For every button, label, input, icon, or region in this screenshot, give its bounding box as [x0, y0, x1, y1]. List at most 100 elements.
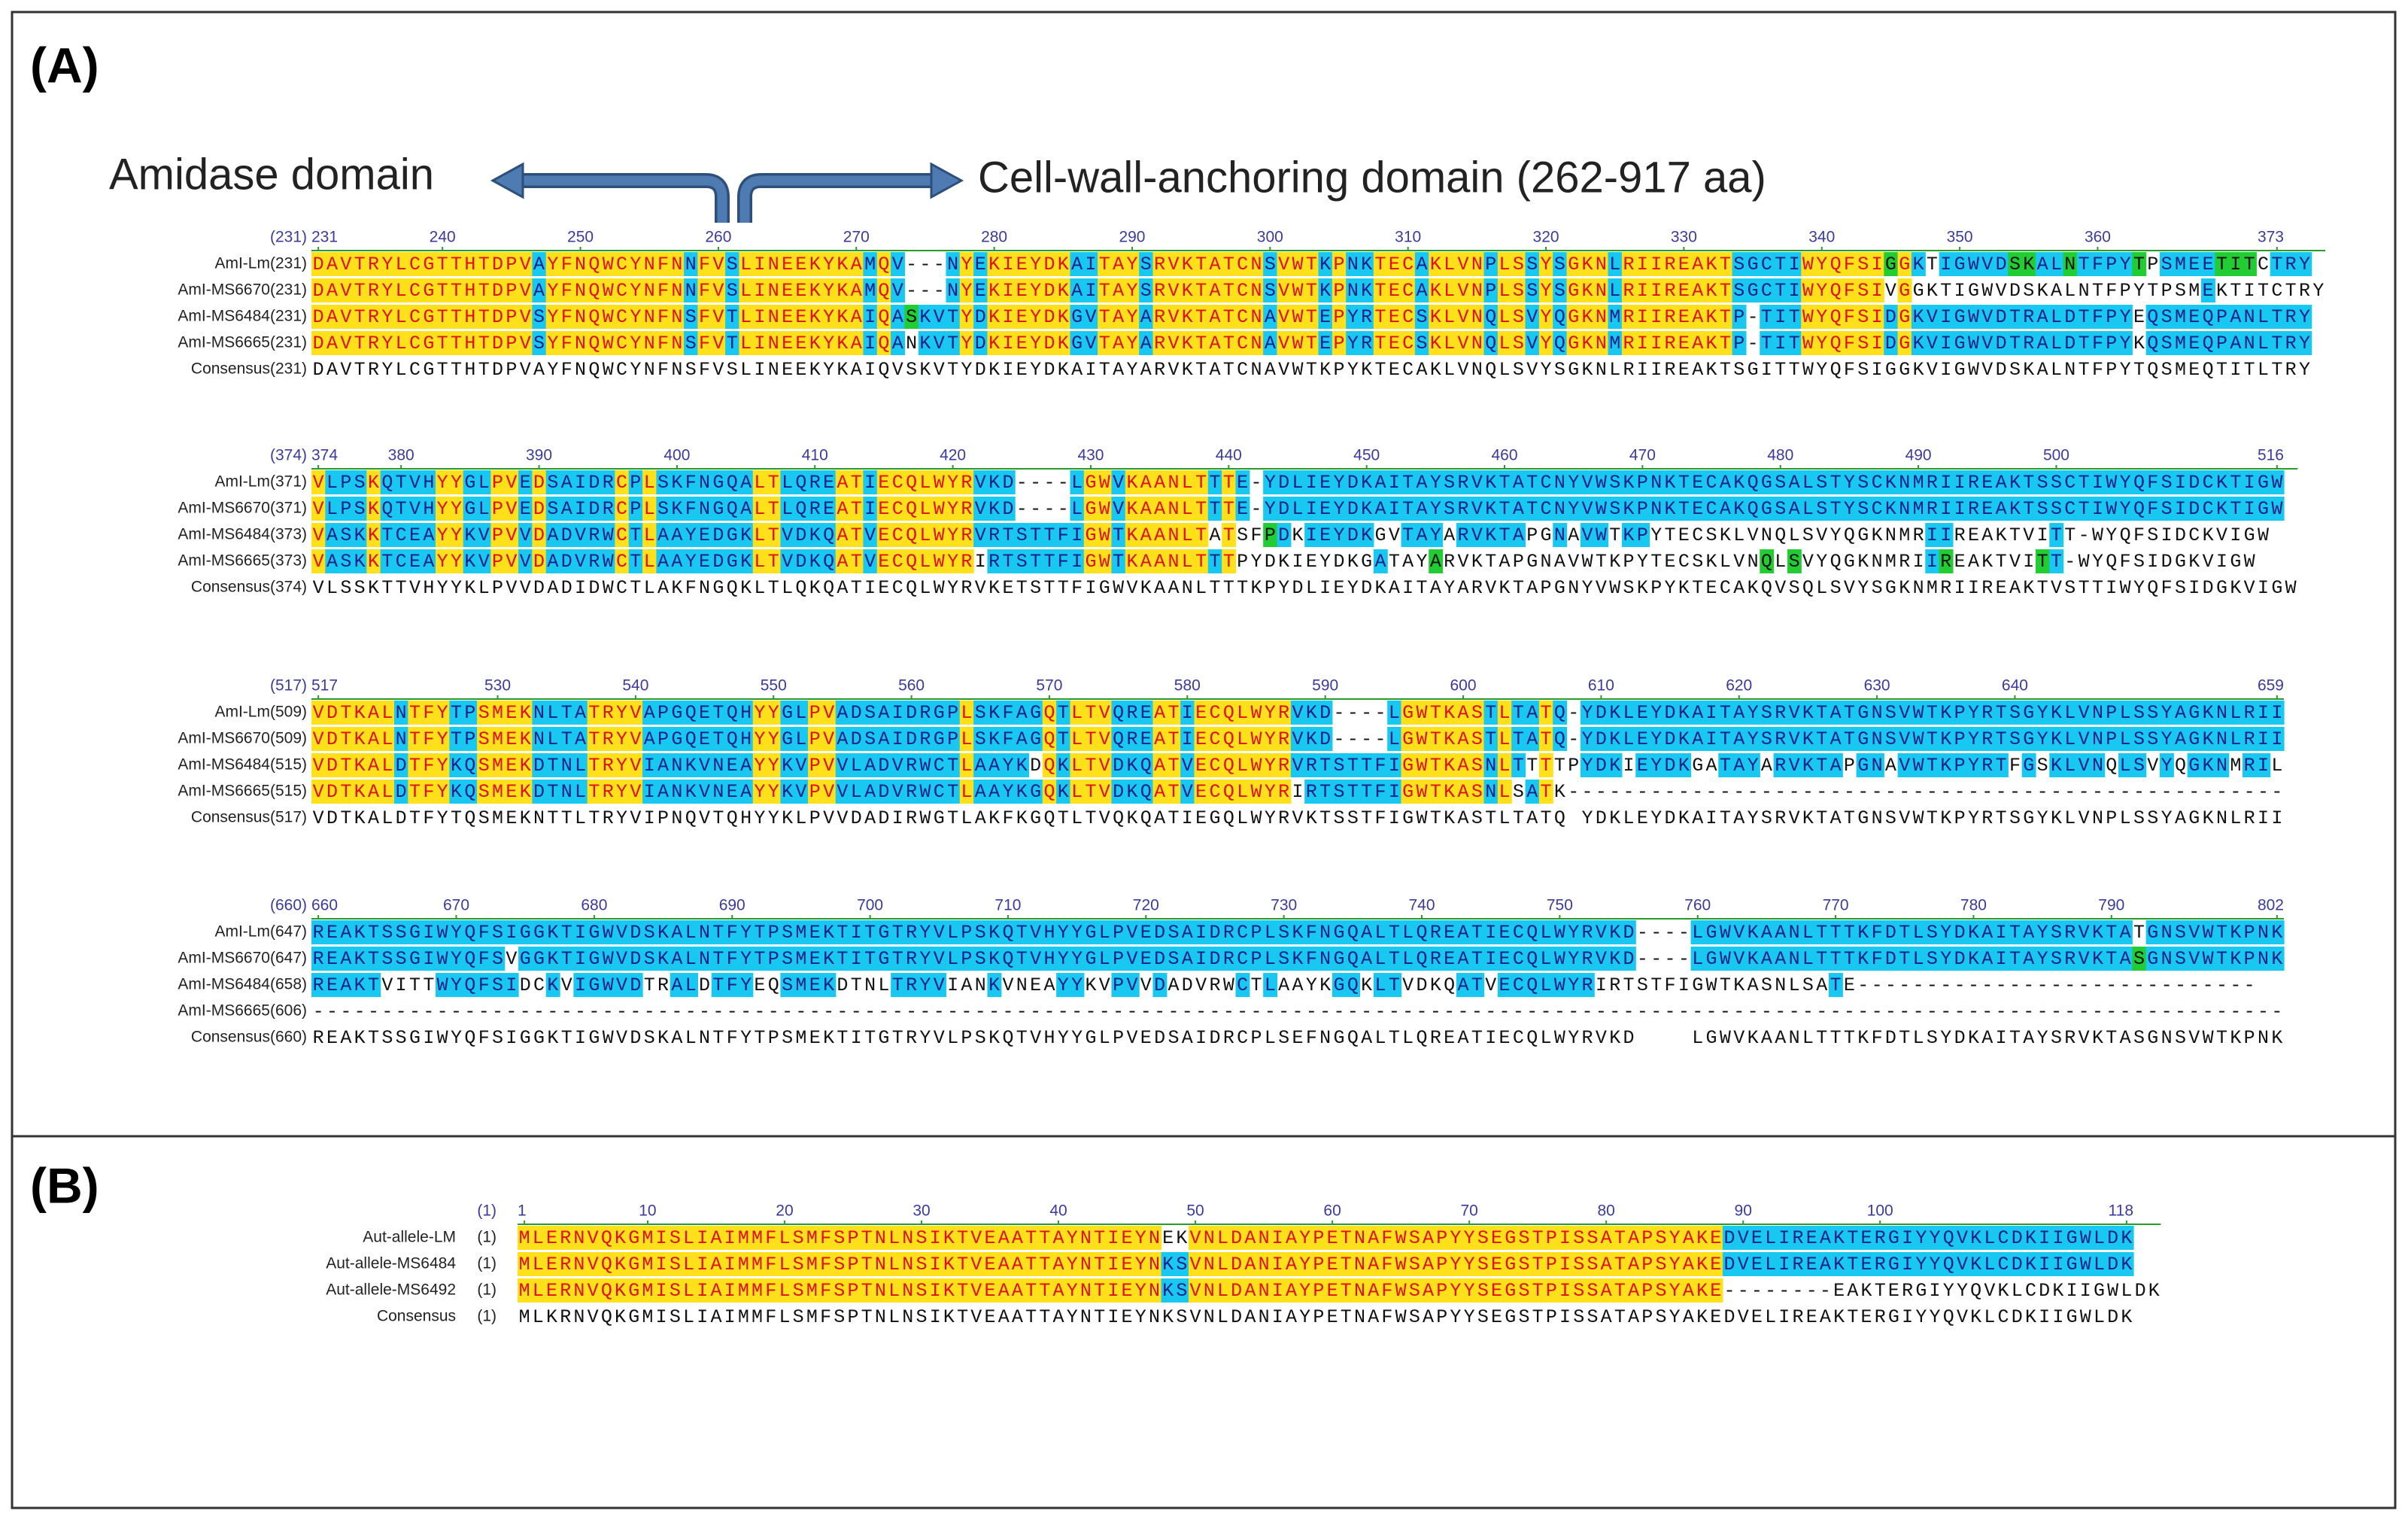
residue: N: [671, 333, 682, 354]
residue: D: [588, 577, 600, 599]
residue: F: [2009, 755, 2021, 777]
residue: I: [575, 498, 586, 520]
residue: N: [1872, 755, 1883, 777]
residue: D: [906, 728, 917, 750]
residue: W: [934, 577, 945, 599]
residue: V: [837, 807, 848, 829]
residue: K: [988, 974, 1000, 996]
residue: Q: [381, 498, 393, 520]
residue: W: [1099, 551, 1110, 573]
residue: C: [1237, 948, 1248, 970]
residue: R: [988, 551, 1000, 573]
residue: R: [1306, 781, 1317, 803]
residue: D: [906, 702, 917, 724]
residue: S: [2009, 359, 2021, 381]
residue: K: [685, 755, 697, 777]
residue: L: [575, 755, 586, 777]
residue: P: [1623, 551, 1635, 573]
residue: T: [1195, 472, 1207, 494]
residue: W: [919, 807, 931, 829]
residue: L: [1499, 280, 1511, 302]
residue: A: [561, 472, 572, 494]
residue: T: [354, 254, 366, 275]
residue: V: [506, 498, 517, 520]
residue: N: [1168, 498, 1179, 520]
residue: -: [547, 1001, 558, 1023]
residue: S: [727, 359, 738, 381]
sequence-name: Consensus(374): [191, 579, 307, 596]
residue: R: [1623, 254, 1635, 275]
residue: Y: [547, 254, 558, 275]
residue: S: [492, 922, 503, 944]
residue: D: [326, 807, 338, 829]
residue: S: [381, 1027, 393, 1049]
residue: T: [2230, 498, 2241, 520]
residue: G: [727, 551, 738, 573]
residue: T: [1650, 551, 1662, 573]
residue: W: [2271, 498, 2282, 520]
residue: D: [1292, 577, 1303, 599]
residue: A: [2051, 280, 2062, 302]
ruler-tick-label: 780: [1960, 897, 1987, 914]
residue: T: [1168, 781, 1179, 803]
residue: Y: [381, 306, 393, 328]
ruler-label: (517): [270, 677, 307, 695]
residue: Y: [1030, 333, 1041, 354]
ruler-tick-label: 1: [518, 1202, 527, 1220]
residue: Q: [1526, 948, 1538, 970]
residue: F: [1375, 755, 1386, 777]
residue: E: [1237, 472, 1248, 494]
residue: L: [1444, 359, 1455, 381]
residue: G: [1333, 974, 1344, 996]
residue: N: [671, 280, 682, 302]
residue: K: [1733, 472, 1745, 494]
residue: -: [892, 1001, 903, 1023]
residue: S: [1775, 498, 1786, 520]
residue: N: [671, 781, 682, 803]
residue: T: [768, 577, 779, 599]
residue: T: [1099, 359, 1110, 381]
residue: R: [2064, 1027, 2075, 1049]
residue: S: [533, 306, 545, 328]
residue: K: [988, 280, 1000, 302]
residue: Y: [2120, 254, 2131, 275]
residue: R: [1582, 922, 1593, 944]
residue: C: [1237, 280, 1248, 302]
residue: S: [2133, 948, 2145, 970]
residue: K: [1126, 807, 1137, 829]
residue: G: [782, 728, 793, 750]
residue: S: [657, 498, 669, 520]
residue: -: [1940, 974, 1951, 996]
residue: P: [1844, 755, 1855, 777]
residue: D: [878, 755, 889, 777]
residue: S: [1927, 1027, 1938, 1049]
residue: -: [1885, 781, 1896, 803]
residue: -: [423, 1001, 434, 1023]
residue: -: [464, 1001, 475, 1023]
residue: P: [2244, 948, 2255, 970]
residue: R: [2285, 333, 2297, 354]
residue: T: [478, 359, 490, 381]
residue: T: [1168, 702, 1179, 724]
residue: -: [1968, 974, 1979, 996]
residue: Q: [1485, 359, 1496, 381]
residue: N: [575, 254, 586, 275]
residue: F: [1002, 702, 1013, 724]
residue: V: [1278, 280, 1289, 302]
residue: V: [1195, 974, 1207, 996]
residue: N: [533, 728, 545, 750]
residue: G: [1085, 1027, 1096, 1049]
residue: Y: [1265, 702, 1276, 724]
residue: L: [1499, 333, 1511, 354]
residue: D: [533, 472, 545, 494]
residue: C: [616, 577, 627, 599]
residue: V: [2079, 728, 2090, 750]
residue: S: [1857, 333, 1869, 354]
residue: L: [326, 472, 338, 494]
residue: -: [671, 1001, 682, 1023]
residue: D: [630, 948, 641, 970]
ruler-tick-label: 590: [1312, 677, 1338, 695]
residue: V: [313, 498, 324, 520]
residue: -: [1154, 1001, 1165, 1023]
